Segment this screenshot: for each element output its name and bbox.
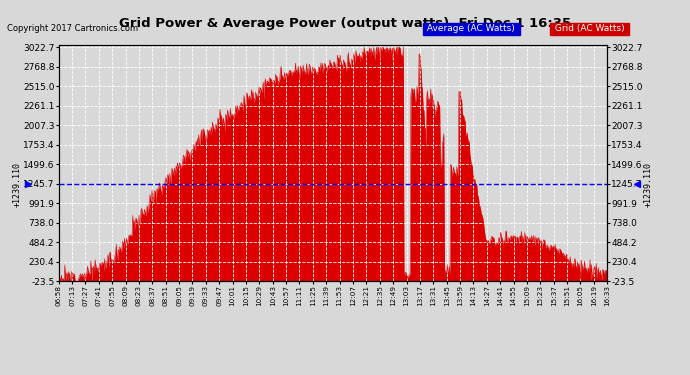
Text: +1239.110: +1239.110 xyxy=(13,162,22,207)
Text: Copyright 2017 Cartronics.com: Copyright 2017 Cartronics.com xyxy=(7,24,138,33)
Text: Average (AC Watts): Average (AC Watts) xyxy=(424,24,518,33)
Text: +1239.110: +1239.110 xyxy=(644,162,653,207)
Text: Grid Power & Average Power (output watts)  Fri Dec 1 16:35: Grid Power & Average Power (output watts… xyxy=(119,17,571,30)
Text: Grid (AC Watts): Grid (AC Watts) xyxy=(552,24,627,33)
